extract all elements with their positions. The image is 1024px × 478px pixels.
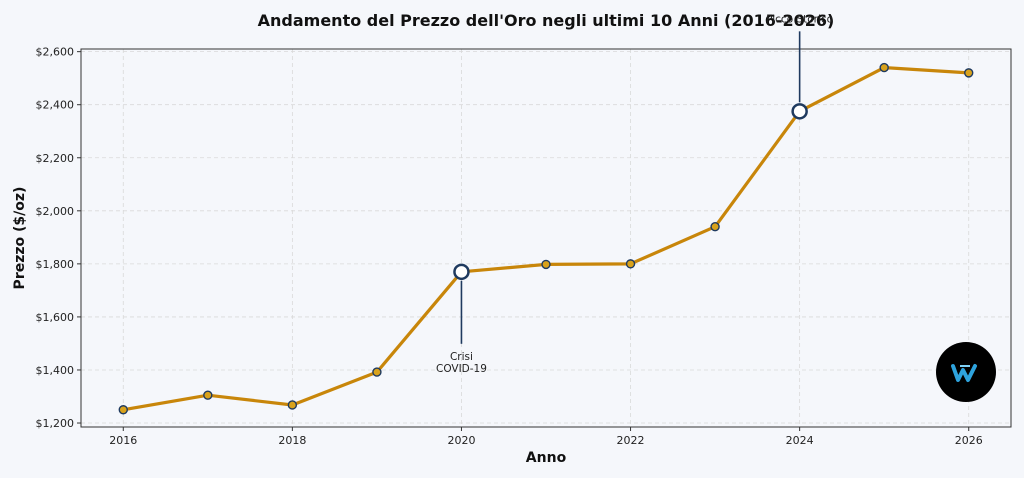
x-axis-title: Anno xyxy=(526,450,567,466)
series-line-layer xyxy=(121,65,971,412)
y-tick-label: $1,400 xyxy=(36,364,75,377)
highlight-point xyxy=(453,263,470,281)
data-point xyxy=(710,222,720,232)
y-tick-label: $1,200 xyxy=(36,417,75,430)
data-point xyxy=(879,62,889,73)
y-tick-label: $2,000 xyxy=(36,205,75,218)
y-tick-label: $2,600 xyxy=(36,46,75,59)
plot-frame xyxy=(80,48,1012,428)
annotation-label: COVID-19 xyxy=(436,363,487,375)
x-tick-label: 2020 xyxy=(447,434,475,447)
annotation-label: Crisi xyxy=(450,351,473,363)
x-tick-label: 2026 xyxy=(955,434,983,447)
y-axis-title: Prezzo ($/oz) xyxy=(12,187,28,290)
chart-title: Andamento del Prezzo dell'Oro negli ulti… xyxy=(258,11,835,30)
data-point xyxy=(118,405,128,415)
x-tick-label: 2024 xyxy=(786,434,814,447)
y-tick-label: $1,800 xyxy=(36,258,75,271)
highlight-point xyxy=(791,103,808,120)
data-point xyxy=(287,400,298,410)
data-point xyxy=(625,259,636,269)
y-tick-label: $1,600 xyxy=(36,311,75,324)
y-tick-label: $2,200 xyxy=(36,152,75,165)
x-tick-label: 2022 xyxy=(617,434,645,447)
x-tick-label: 2018 xyxy=(278,434,306,447)
annotation-label: Picco Storico xyxy=(766,13,833,25)
grid xyxy=(81,49,1011,427)
x-tick-label: 2016 xyxy=(109,434,137,447)
w-logo-icon xyxy=(936,342,996,402)
data-point xyxy=(964,68,974,78)
data-point xyxy=(541,259,551,270)
data-point xyxy=(372,367,382,377)
data-point xyxy=(203,390,213,400)
y-tick-label: $2,400 xyxy=(36,99,75,112)
gold-price-line xyxy=(121,65,971,412)
data-points xyxy=(118,62,974,415)
axis-ticks: $1,200 $1,400 $1,600 $1,800 $2,000 $2,200 $2,4… xyxy=(36,46,983,447)
